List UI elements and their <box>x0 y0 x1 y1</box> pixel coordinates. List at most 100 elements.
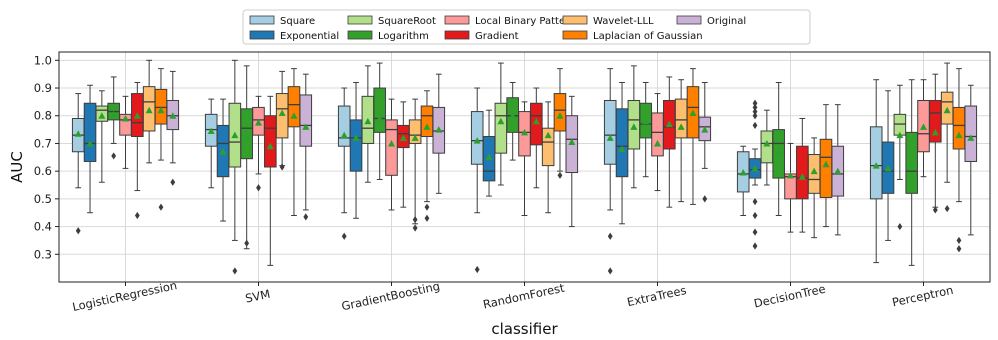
box-group-randomforest <box>470 62 579 274</box>
box-group-extratrees <box>603 65 712 275</box>
mean-marker <box>364 117 372 125</box>
mean-marker <box>834 167 842 175</box>
box-group-perceptron <box>869 62 978 266</box>
mean-marker <box>798 173 806 180</box>
y-axis: 0.3 0.4 0.5 0.6 0.7 0.8 0.9 1.0 <box>34 53 59 261</box>
legend-swatch <box>562 15 588 25</box>
mean-marker <box>943 106 951 114</box>
mean-marker <box>908 162 916 169</box>
mean-marker <box>521 128 528 136</box>
mean-marker <box>266 142 274 150</box>
legend-swatch <box>444 30 470 40</box>
mean-marker <box>352 134 360 141</box>
mean-marker <box>532 117 540 125</box>
legend-label: Logarithm <box>378 31 429 42</box>
mean-marker <box>122 115 129 122</box>
mean-marker <box>739 169 747 176</box>
mean-marker <box>388 139 395 147</box>
legend-label: Square <box>280 16 315 27</box>
outlier-point <box>752 99 758 107</box>
legend-swatch <box>347 15 373 25</box>
legend-label: Original <box>707 16 746 27</box>
outlier-point <box>752 107 758 116</box>
box-local-binary-pattern <box>651 112 664 157</box>
x-tick-label: GradientBoosting <box>340 279 441 314</box>
box-gradient <box>796 145 809 200</box>
mean-marker <box>169 112 177 119</box>
outlier-point <box>557 171 563 179</box>
mean-marker <box>509 112 517 119</box>
outlier-point <box>232 267 238 275</box>
x-axis: LogisticRegression SVM GradientBoosting Ran… <box>71 278 954 314</box>
mean-marker <box>931 128 939 136</box>
y-tick-label: 0.9 <box>34 81 52 95</box>
mean-marker <box>618 145 626 152</box>
outlier-point <box>75 227 81 235</box>
x-tick-label: SVM <box>244 287 271 306</box>
box-laplacian-of-gaussian <box>952 106 966 150</box>
x-tick-label: ExtraTrees <box>626 283 688 309</box>
outlier-point <box>341 232 347 240</box>
outlier-point <box>424 203 430 211</box>
legend-label: SquareRoot <box>378 16 436 27</box>
outlier-point <box>956 236 962 245</box>
outlier-point <box>111 152 117 160</box>
mean-marker <box>556 112 564 119</box>
mean-marker <box>231 131 239 139</box>
legend-swatch <box>249 30 275 40</box>
outlier-point <box>134 211 140 220</box>
box-exponential <box>83 102 97 162</box>
outlier-point <box>752 121 758 130</box>
outlier-point <box>752 228 758 236</box>
outlier-point <box>279 163 285 171</box>
mean-marker <box>497 117 505 125</box>
box-exponential <box>615 108 629 178</box>
box-local-binary-pattern <box>385 119 398 176</box>
outlier-point <box>244 239 250 247</box>
y-tick-label: 0.7 <box>34 136 52 150</box>
box-logarithm <box>373 87 386 133</box>
legend-label: Laplacian of Gaussian <box>593 31 703 42</box>
legend-label: Gradient <box>475 31 519 42</box>
y-tick-label: 0.8 <box>34 109 52 123</box>
mean-marker <box>701 126 709 133</box>
y-tick-label: 0.4 <box>34 220 52 234</box>
outlier-point <box>607 267 613 275</box>
box-exponential <box>349 119 363 172</box>
outlier-point <box>702 195 708 203</box>
outlier-point <box>303 213 309 221</box>
outlier-point <box>956 245 962 253</box>
x-tick-label: DecisionTree <box>753 282 827 311</box>
mean-marker <box>157 106 165 114</box>
mean-marker <box>665 120 673 128</box>
outlier-point <box>170 178 176 186</box>
outlier-point <box>752 242 758 250</box>
legend-swatch <box>347 30 373 40</box>
mean-marker <box>630 123 638 130</box>
y-tick-label: 0.5 <box>34 192 52 206</box>
mean-marker <box>278 109 286 116</box>
mean-marker <box>967 134 975 141</box>
mean-marker <box>955 131 963 139</box>
box-logarithm <box>240 108 253 160</box>
outlier-point <box>897 222 903 231</box>
mean-marker <box>751 164 759 172</box>
mean-marker <box>822 160 830 168</box>
outlier-point <box>752 211 758 220</box>
mean-marker <box>290 112 298 119</box>
box-wavelet-lll <box>674 98 688 139</box>
mean-marker <box>642 117 650 125</box>
box-original <box>964 105 978 162</box>
mean-marker <box>689 109 697 116</box>
mean-marker <box>255 119 262 126</box>
box-gradient <box>264 115 277 168</box>
x-tick-label: RandomForest <box>482 281 566 312</box>
box-square <box>603 99 617 165</box>
mean-marker <box>411 134 419 141</box>
mean-marker <box>207 127 215 134</box>
mean-marker <box>74 130 82 137</box>
mean-marker <box>399 134 407 141</box>
outlier-point <box>256 184 261 192</box>
outlier-point <box>412 224 418 232</box>
mean-marker <box>884 164 892 172</box>
